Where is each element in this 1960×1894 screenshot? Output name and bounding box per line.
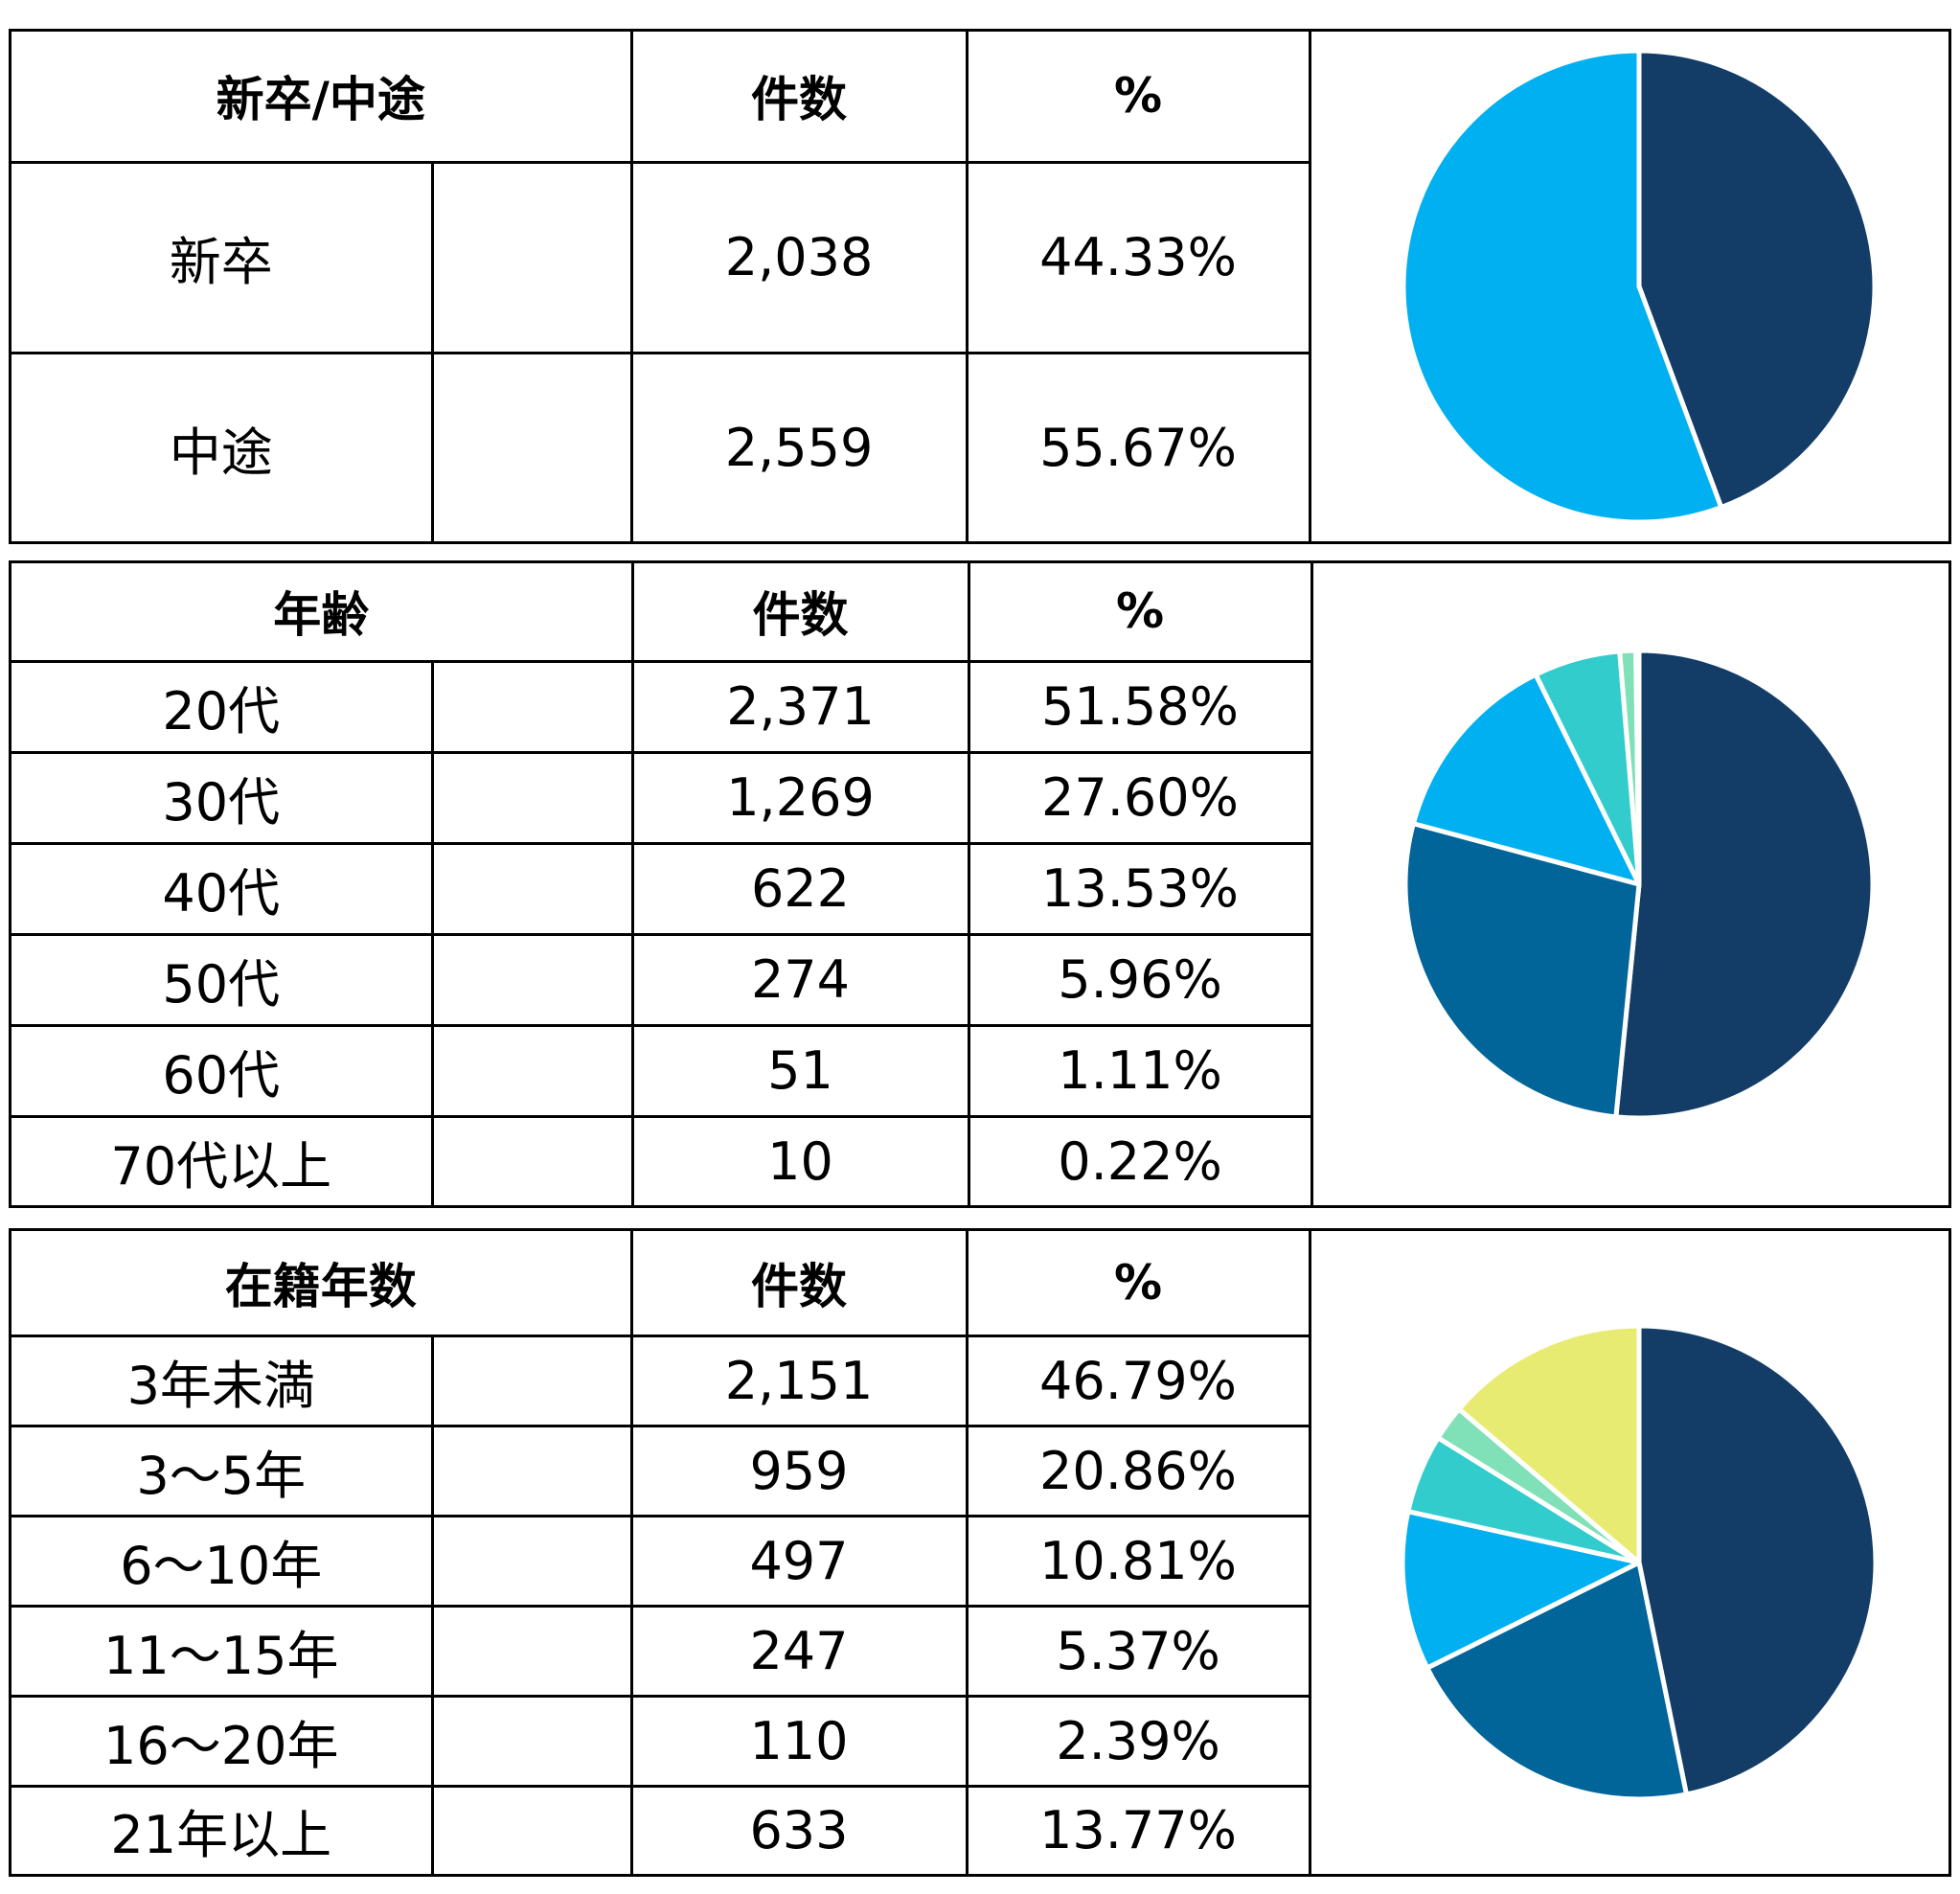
row-percent: 2.39% <box>965 1694 1311 1788</box>
pie-slice-1 <box>1636 48 1878 511</box>
legend-swatch <box>430 841 634 936</box>
row-count: 247 <box>629 1604 969 1698</box>
legend-swatch <box>430 1514 633 1608</box>
row-percent: 5.96% <box>967 932 1313 1027</box>
row-percent: 20.86% <box>965 1424 1311 1517</box>
row-label: 60代 <box>11 1023 434 1118</box>
header-category: 新卒/中途 <box>11 32 633 164</box>
legend-swatch <box>430 1424 633 1517</box>
row-percent: 46.79% <box>965 1334 1311 1427</box>
row-label: 30代 <box>11 750 434 845</box>
row-count: 10 <box>630 1114 970 1205</box>
row-percent: 55.67% <box>965 351 1311 541</box>
row-percent: 10.81% <box>965 1514 1311 1608</box>
legend-swatch <box>430 1604 633 1698</box>
legend-swatch <box>430 351 633 541</box>
row-label: 21年以上 <box>11 1784 434 1874</box>
header-percent: % <box>965 1231 1311 1337</box>
section-hire-type: 新卒/中途 件数 % 新卒 2,038 44.33% 中途 2,559 55.6… <box>9 29 1951 544</box>
row-count: 110 <box>629 1694 969 1788</box>
header-percent: % <box>965 32 1311 164</box>
row-label: 40代 <box>11 841 434 936</box>
legend-swatch <box>430 1784 633 1874</box>
header-percent: % <box>967 563 1313 663</box>
section-tenure: 在籍年数 件数 % 3年未満 2,151 46.79% 3～5年 959 20.… <box>9 1228 1951 1877</box>
pie-slice-2 <box>1402 821 1642 1120</box>
pie-slice-2 <box>1401 48 1724 525</box>
header-count: 件数 <box>629 32 969 164</box>
row-percent: 13.53% <box>967 841 1313 936</box>
row-label: 11～15年 <box>11 1604 434 1698</box>
legend-swatch <box>430 1694 633 1788</box>
header-count: 件数 <box>630 563 970 663</box>
age-pie-chart <box>1402 648 1876 1121</box>
legend-swatch <box>430 750 634 845</box>
row-count: 51 <box>630 1023 970 1118</box>
legend-swatch <box>430 1023 634 1118</box>
row-count: 1,269 <box>630 750 970 845</box>
row-percent: 51.58% <box>967 659 1313 754</box>
row-count: 959 <box>629 1424 969 1517</box>
pie-slice-1 <box>1613 648 1876 1121</box>
pie-slice-3 <box>1410 672 1642 887</box>
tenure-pie-chart <box>1400 1323 1879 1802</box>
hire-type-pie-chart <box>1401 48 1878 525</box>
pie-slice-6 <box>1456 1323 1642 1565</box>
row-count: 2,559 <box>629 351 969 541</box>
age-table: 年齢 件数 % 20代 2,371 51.58% 30代 1,269 27.60… <box>11 563 1313 1205</box>
row-percent: 1.11% <box>967 1023 1313 1118</box>
hire-type-table: 新卒/中途 件数 % 新卒 2,038 44.33% 中途 2,559 55.6… <box>11 32 1311 541</box>
row-percent: 5.37% <box>965 1604 1311 1698</box>
row-label: 50代 <box>11 932 434 1027</box>
row-count: 2,371 <box>630 659 970 754</box>
row-percent: 13.77% <box>965 1784 1311 1874</box>
row-count: 633 <box>629 1784 969 1874</box>
row-label: 3年未満 <box>11 1334 434 1427</box>
row-count: 2,038 <box>629 160 969 354</box>
legend-swatch <box>430 932 634 1027</box>
pie-slice-2 <box>1424 1560 1689 1802</box>
row-percent: 27.60% <box>967 750 1313 845</box>
legend-swatch <box>430 1334 633 1427</box>
row-count: 622 <box>630 841 970 936</box>
row-count: 497 <box>629 1514 969 1608</box>
legend-swatch <box>430 659 634 754</box>
pie-slice-6 <box>1633 648 1642 887</box>
row-label: 16～20年 <box>11 1694 434 1788</box>
header-count: 件数 <box>629 1231 969 1337</box>
section-age: 年齢 件数 % 20代 2,371 51.58% 30代 1,269 27.60… <box>9 560 1951 1208</box>
header-category: 在籍年数 <box>11 1231 633 1337</box>
row-label: 新卒 <box>11 160 434 354</box>
row-count: 2,151 <box>629 1334 969 1427</box>
header-category: 年齢 <box>11 563 634 663</box>
tenure-table: 在籍年数 件数 % 3年未満 2,151 46.79% 3～5年 959 20.… <box>11 1231 1311 1874</box>
row-label: 20代 <box>11 659 434 754</box>
row-label: 6～10年 <box>11 1514 434 1608</box>
row-label: 3～5年 <box>11 1424 434 1517</box>
row-count: 274 <box>630 932 970 1027</box>
row-label: 中途 <box>11 351 434 541</box>
row-percent: 0.22% <box>967 1114 1313 1205</box>
row-percent: 44.33% <box>965 160 1311 354</box>
legend-swatch <box>430 160 633 354</box>
legend-swatch <box>430 1114 634 1205</box>
pie-slice-1 <box>1636 1323 1879 1797</box>
row-label: 70代以上 <box>11 1114 434 1205</box>
